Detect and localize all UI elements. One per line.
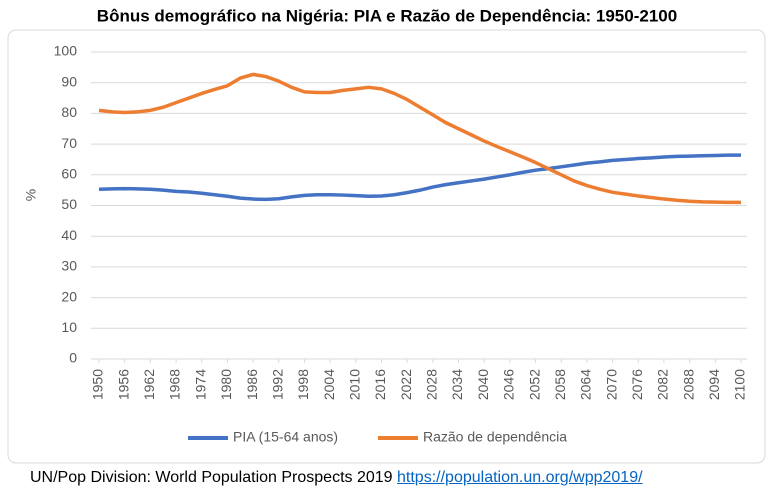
x-tick-label: 2004 (321, 369, 337, 400)
x-tick-label: 2094 (706, 369, 722, 400)
x-tick-label: 2076 (629, 369, 645, 400)
x-tick-label: 1998 (295, 369, 311, 400)
series-line (98, 72, 741, 205)
x-tick-label: 2064 (578, 369, 594, 400)
y-tick-label: 50 (61, 196, 77, 212)
source-link[interactable]: https://population.un.org/wpp2019/ (397, 469, 643, 486)
x-tick-label: 1986 (244, 369, 260, 400)
y-tick-label: 0 (69, 350, 77, 366)
x-tick-label: 1992 (269, 369, 285, 400)
y-tick-label: 70 (61, 135, 77, 151)
x-tick-label: 2088 (680, 369, 696, 400)
series-line (98, 153, 741, 202)
y-axis-label: % (23, 189, 39, 201)
chart: Bônus demográfico na Nigéria: PIA e Razã… (7, 6, 766, 464)
x-tick-label: 2058 (552, 369, 568, 400)
y-tick-label: 100 (54, 43, 78, 59)
y-tick-label: 90 (61, 73, 77, 89)
x-tick-label: 1980 (218, 369, 234, 400)
x-tick-label: 2034 (449, 369, 465, 400)
y-tick-label: 40 (61, 227, 77, 243)
x-tick-label: 2070 (603, 369, 619, 400)
source-text: UN/Pop Division: World Population Prospe… (30, 469, 393, 486)
source-note: UN/Pop Division: World Population Prospe… (30, 469, 643, 487)
x-tick-label: 2016 (372, 369, 388, 400)
x-tick-label: 1962 (141, 369, 157, 400)
x-tick-label: 1968 (167, 369, 183, 400)
x-tick-label: 2100 (732, 369, 748, 400)
x-tick-label: 2040 (475, 369, 491, 400)
y-tick-label: 20 (61, 288, 77, 304)
legend-label: Razão de dependência (423, 429, 567, 445)
y-tick-label: 60 (61, 166, 77, 182)
x-tick-label: 2046 (501, 369, 517, 400)
x-tick-label: 2052 (526, 369, 542, 400)
x-tick-label: 2022 (398, 369, 414, 400)
x-tick-label: 1974 (192, 369, 208, 400)
x-tick-label: 2028 (424, 369, 440, 400)
x-tick-label: 2010 (347, 369, 363, 400)
y-tick-label: 30 (61, 258, 77, 274)
x-tick-label: 1956 (115, 369, 131, 400)
y-tick-label: 80 (61, 104, 77, 120)
x-tick-label: 1950 (90, 369, 106, 400)
legend-label: PIA (15-64 anos) (233, 429, 338, 445)
y-tick-label: 10 (61, 319, 77, 335)
chart-frame (7, 29, 766, 464)
chart-title: Bônus demográfico na Nigéria: PIA e Razã… (97, 6, 677, 25)
x-tick-label: 2082 (655, 369, 671, 400)
